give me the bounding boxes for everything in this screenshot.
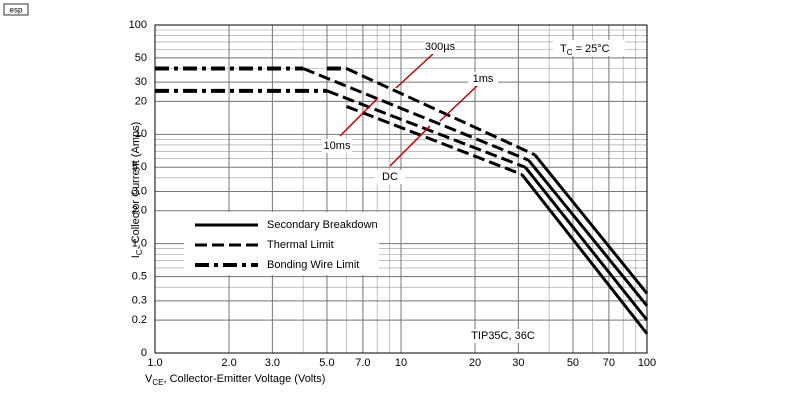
legend-label: Secondary Breakdown (267, 219, 378, 231)
case-label-bg (553, 40, 625, 56)
y-tick-label: 100 (129, 19, 147, 31)
annotation: DC (382, 171, 398, 183)
y-tick-label: 30 (135, 76, 147, 88)
x-tick-label: 50 (567, 357, 579, 369)
y-axis-label-rest: , Collector Current (Amps) (130, 122, 142, 250)
x-tick-label: 10 (395, 357, 407, 369)
limit-line (520, 173, 649, 335)
x-tick-label: 2.0 (221, 357, 236, 369)
x-axis-label-main: V (145, 373, 153, 385)
annotation-pointer (389, 125, 431, 167)
y-tick-label: 50 (135, 52, 147, 64)
y-tick-label: 5.0 (132, 161, 147, 173)
x-tick-label: 70 (603, 357, 615, 369)
annotation-bg (468, 329, 538, 343)
y-tick-label: 3.0 (132, 185, 147, 197)
x-axis-label: VCE, Collector-Emitter Voltage (Volts) (145, 373, 325, 387)
y-tick-label: 0.3 (132, 295, 147, 307)
x-tick-label: 1.0 (147, 357, 162, 369)
case-label-sub: C (567, 48, 573, 57)
y-tick-label: 0.5 (132, 270, 147, 282)
legend-label: Thermal Limit (267, 239, 334, 251)
logo: esp (10, 6, 23, 15)
case-label: TC = 25°C (560, 43, 610, 57)
limit-line (345, 67, 536, 157)
annotation-pointer (395, 52, 435, 89)
annotation: TIP35C, 36C (471, 330, 535, 342)
x-tick-label: 3.0 (265, 357, 280, 369)
annotation-bg (468, 72, 498, 86)
y-tick-label: 1.0 (132, 238, 147, 250)
legend-label: Bonding Wire Limit (267, 259, 359, 271)
limit-line (302, 67, 530, 162)
y-tick-label: 0.2 (132, 314, 147, 326)
y-tick-label: 10 (135, 128, 147, 140)
annotation-pointer (339, 97, 379, 137)
annotation-bg (425, 40, 455, 54)
y-tick-label: 2.0 (132, 205, 147, 217)
annotation-bg (375, 170, 405, 184)
x-axis-label-sub: CE (152, 378, 163, 387)
x-tick-label: 30 (512, 357, 524, 369)
x-tick-label: 20 (469, 357, 481, 369)
x-axis-label-rest: , Collector-Emitter Voltage (Volts) (163, 373, 325, 385)
x-tick-label: 7.0 (355, 357, 370, 369)
y-tick-label: 20 (135, 95, 147, 107)
case-label-main: T (560, 43, 567, 55)
y-axis-label-main: I (130, 255, 142, 258)
annotation: 300µs (425, 41, 456, 53)
y-axis-label-sub: C (135, 249, 144, 255)
logo-box (3, 3, 29, 16)
limit-line (533, 153, 649, 295)
annotation-bg (322, 139, 352, 153)
annotation-pointer (439, 84, 479, 122)
x-tick-label: 100 (638, 357, 656, 369)
limit-line (527, 159, 649, 307)
y-tick-label: 0 (141, 347, 147, 359)
plot-frame (154, 24, 648, 354)
case-label-rest: = 25°C (573, 43, 610, 55)
limit-line (524, 166, 649, 322)
annotation: 10ms (324, 140, 351, 152)
y-axis-label: IC, Collector Current (Amps) (130, 122, 144, 259)
annotation: 1ms (473, 73, 494, 85)
x-tick-label: 5.0 (319, 357, 334, 369)
limit-line (345, 105, 523, 176)
